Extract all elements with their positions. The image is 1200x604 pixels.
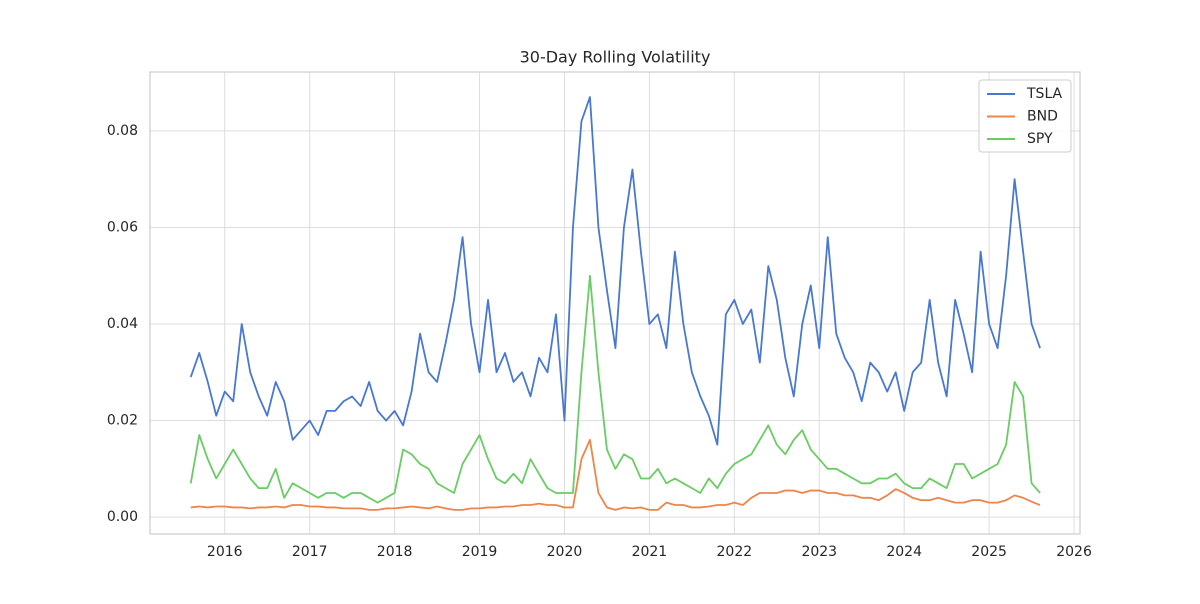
legend: TSLA BND SPY [978,79,1072,153]
y-tick-label: 0.00 [107,509,138,525]
legend-label: BND [1027,109,1058,125]
series-line [189,274,1041,504]
x-tick-label: 2019 [462,544,498,560]
y-tick-label: 0.04 [107,316,138,332]
x-tick-label: 2025 [971,544,1007,560]
x-tick-label: 2020 [547,544,583,560]
axes-frame [149,71,1081,535]
x-tick-label: 2018 [377,544,413,560]
series-line [190,438,1041,511]
y-tick-label: 0.06 [107,219,138,235]
legend-label: TSLA [1026,86,1063,102]
legend-label: SPY [1027,131,1053,147]
x-tick-label: 2026 [1056,544,1092,560]
x-tick-label: 2021 [632,544,668,560]
x-tick-label: 2022 [717,544,753,560]
x-tick-label: 2024 [886,544,922,560]
x-tick-label: 2023 [801,544,837,560]
series-line [189,96,1041,446]
y-tick-label: 0.02 [107,413,138,429]
chart-title: 30-Day Rolling Volatility [520,48,711,67]
x-tick-label: 2016 [207,544,243,560]
legend-box [978,79,1072,153]
y-tick-label: 0.08 [107,123,138,139]
x-tick-label: 2017 [292,544,328,560]
